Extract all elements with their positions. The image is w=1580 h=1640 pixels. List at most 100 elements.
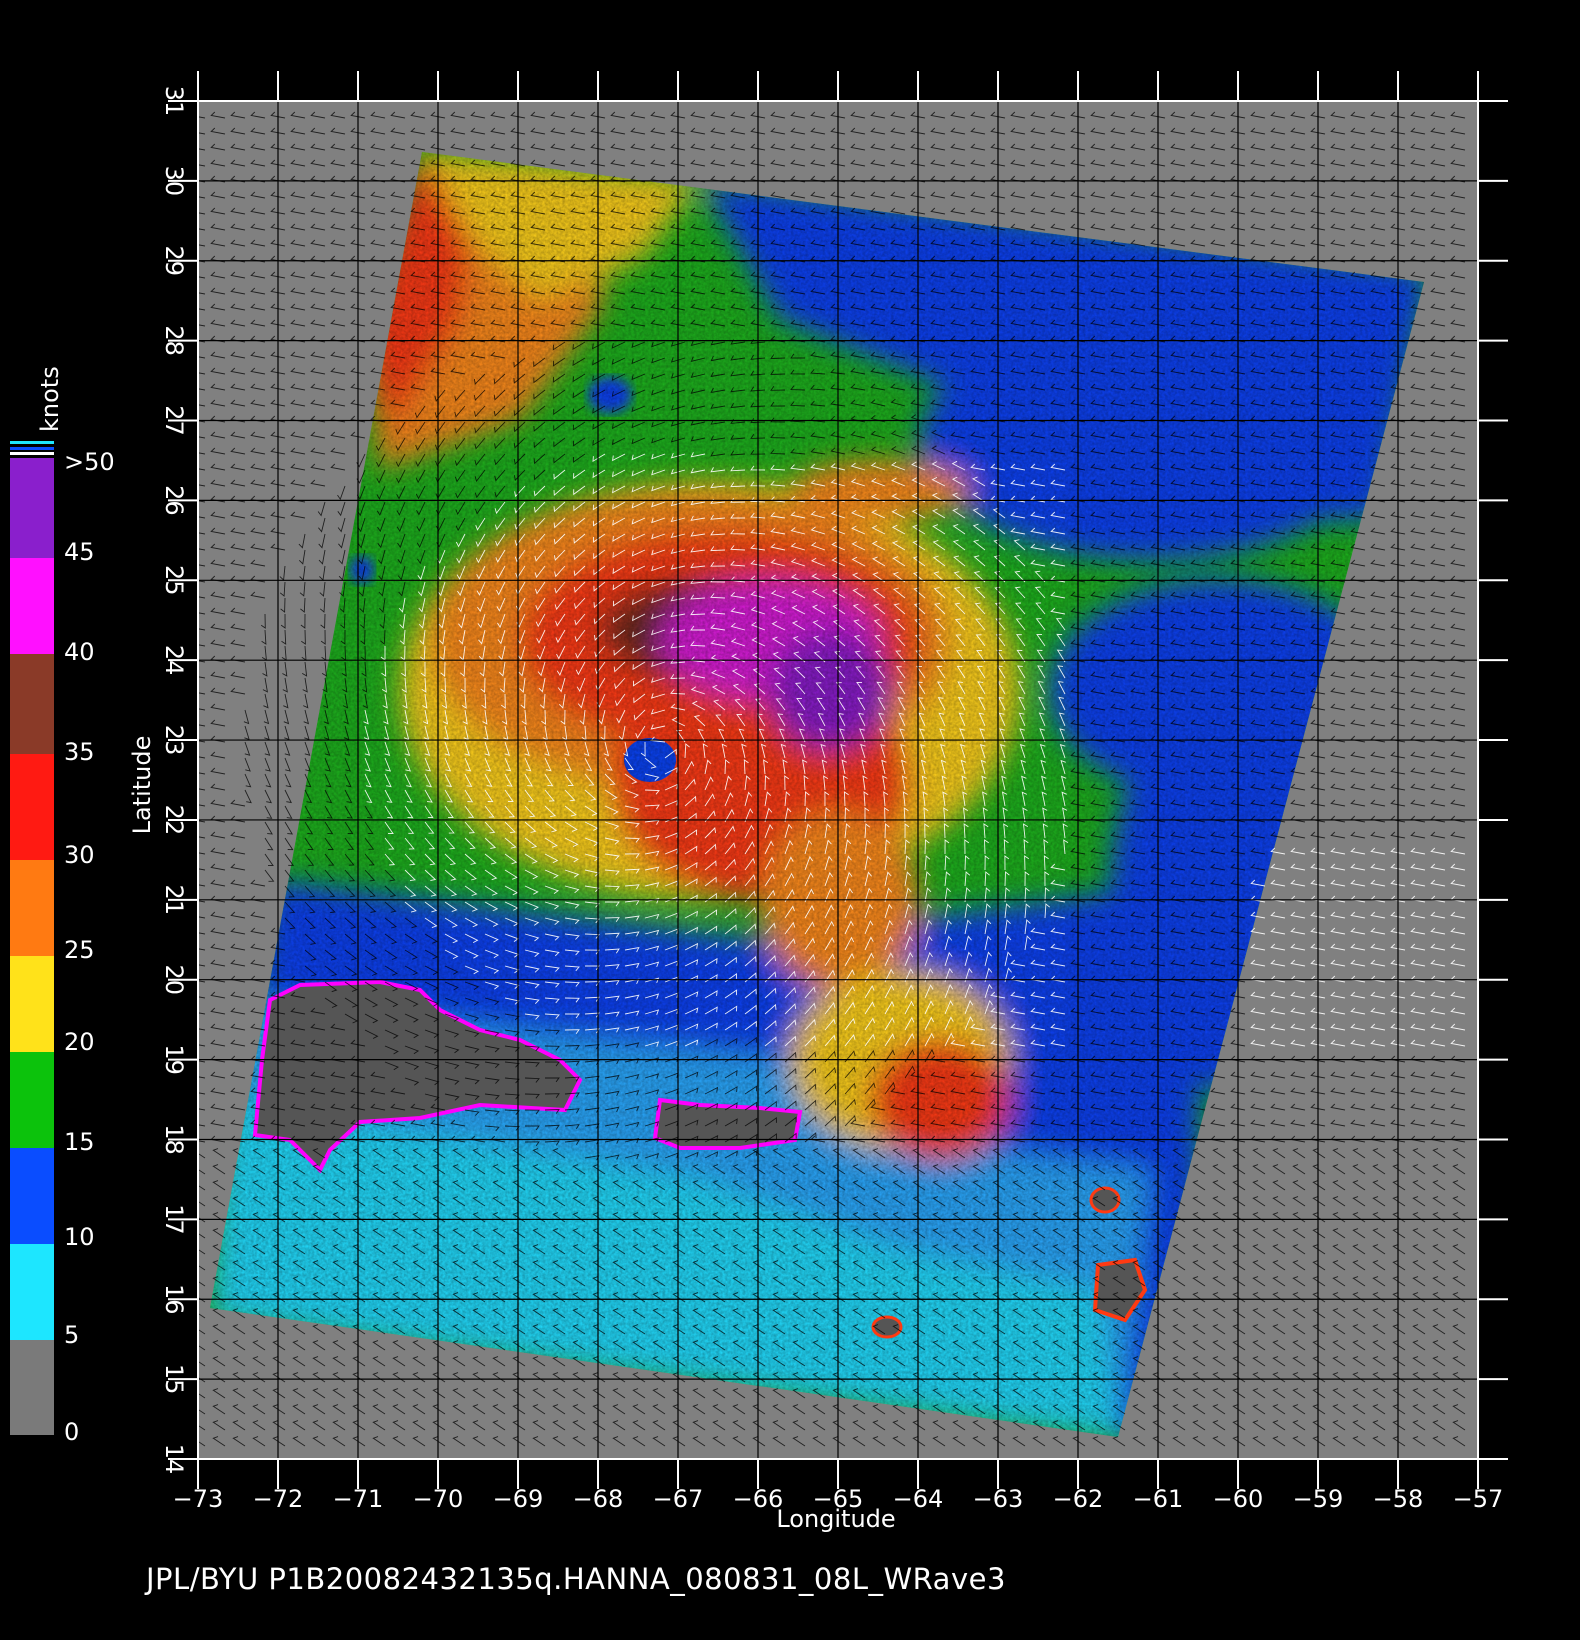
wind-barb	[352, 1228, 366, 1239]
wind-barb	[372, 1164, 386, 1175]
wind-barb	[524, 853, 538, 864]
wind-barb	[850, 319, 866, 327]
wind-barb	[632, 1340, 646, 1351]
wind-barb	[230, 575, 246, 583]
wind-barb	[1450, 575, 1466, 583]
wind-barb	[670, 111, 686, 119]
wind-barb	[1150, 687, 1166, 695]
wind-barb	[632, 1196, 646, 1207]
wind-barb	[744, 1020, 757, 1031]
wind-barb	[1330, 575, 1346, 583]
wind-barb	[784, 1100, 797, 1111]
wind-barb	[1112, 1244, 1126, 1255]
wind-barb	[404, 885, 417, 897]
wind-barb	[1232, 1260, 1246, 1271]
wind-barb	[750, 159, 766, 167]
wind-barb	[1170, 223, 1186, 231]
wind-barb	[1350, 911, 1366, 919]
wind-barb	[544, 741, 550, 757]
wind-barb	[514, 549, 526, 563]
wind-barb	[533, 501, 546, 513]
wind-barb	[1430, 575, 1446, 583]
wind-barb	[1450, 1023, 1466, 1031]
wind-barb	[784, 1084, 797, 1095]
wind-barb	[198, 1140, 206, 1143]
wind-barb	[770, 127, 786, 135]
wind-barb	[352, 1244, 366, 1255]
wind-barb	[791, 589, 806, 599]
wind-barb	[1250, 879, 1266, 887]
wind-barb	[650, 239, 666, 247]
wind-barb	[1350, 191, 1366, 199]
wind-barb	[554, 581, 566, 594]
wind-barb	[1110, 655, 1126, 663]
wind-barb	[1352, 1180, 1366, 1191]
wind-barb	[604, 995, 620, 1001]
wind-barb	[250, 879, 266, 887]
wind-barb	[804, 921, 815, 935]
wind-barb	[632, 1308, 646, 1319]
wind-barb	[1410, 655, 1426, 663]
wind-barb	[1030, 207, 1046, 215]
wind-barb	[1412, 1308, 1426, 1319]
wind-barb	[270, 959, 286, 967]
wind-barb	[710, 207, 726, 215]
wind-barb	[290, 191, 306, 199]
wind-barb	[670, 405, 686, 411]
wind-barb	[1410, 751, 1426, 759]
wind-barb	[824, 823, 832, 839]
wind-barb	[558, 693, 566, 709]
wind-barb	[970, 1039, 986, 1047]
wind-barb	[198, 356, 206, 359]
wind-barb	[564, 997, 580, 1003]
wind-barb	[1250, 1087, 1266, 1095]
wind-barb	[790, 542, 806, 551]
wind-barb	[432, 1324, 446, 1335]
wind-barb	[1150, 911, 1166, 919]
wind-barb	[360, 629, 366, 645]
wind-barb	[1310, 303, 1326, 311]
wind-barb	[1010, 1039, 1026, 1047]
wind-barb	[250, 463, 266, 471]
wind-barb	[493, 373, 506, 385]
wind-barb	[1270, 991, 1286, 999]
wind-barb	[1170, 927, 1186, 935]
wind-barb	[904, 984, 914, 999]
wind-barb	[544, 837, 558, 848]
wind-barb	[320, 629, 326, 645]
wind-barb	[676, 730, 686, 743]
wind-barb	[610, 271, 626, 279]
wind-barb	[794, 682, 806, 695]
wind-barb	[1070, 767, 1086, 775]
wind-barb	[330, 1071, 346, 1079]
wind-barb	[644, 1057, 660, 1063]
wind-barb	[198, 948, 206, 951]
wind-barb	[990, 303, 1006, 311]
wind-barb	[790, 191, 806, 199]
wind-barb	[1212, 1276, 1226, 1287]
wind-barb	[712, 1276, 726, 1287]
wind-barb	[1030, 159, 1046, 167]
wind-barb	[310, 111, 326, 119]
wind-barb	[1270, 799, 1286, 807]
wind-barb	[574, 613, 586, 626]
wind-barb	[772, 1196, 786, 1207]
wind-barb	[270, 415, 286, 423]
wind-barb	[964, 1016, 974, 1031]
wind-barb	[1372, 1340, 1386, 1351]
wind-barb	[1410, 207, 1426, 215]
wind-barb	[573, 501, 586, 512]
wind-barb	[1052, 1324, 1066, 1335]
wind-barb	[444, 869, 457, 881]
wind-barb	[1190, 703, 1206, 711]
wind-barb	[1390, 543, 1406, 551]
wind-barb	[750, 512, 766, 519]
wind-barb	[1150, 671, 1166, 679]
wind-barb	[1170, 959, 1186, 967]
wind-barb	[1290, 367, 1306, 375]
wind-barb	[1130, 863, 1146, 871]
wind-barb	[1450, 943, 1466, 951]
wind-barb	[1150, 399, 1166, 407]
wind-barb	[1090, 223, 1106, 231]
wind-barb	[1210, 863, 1226, 871]
